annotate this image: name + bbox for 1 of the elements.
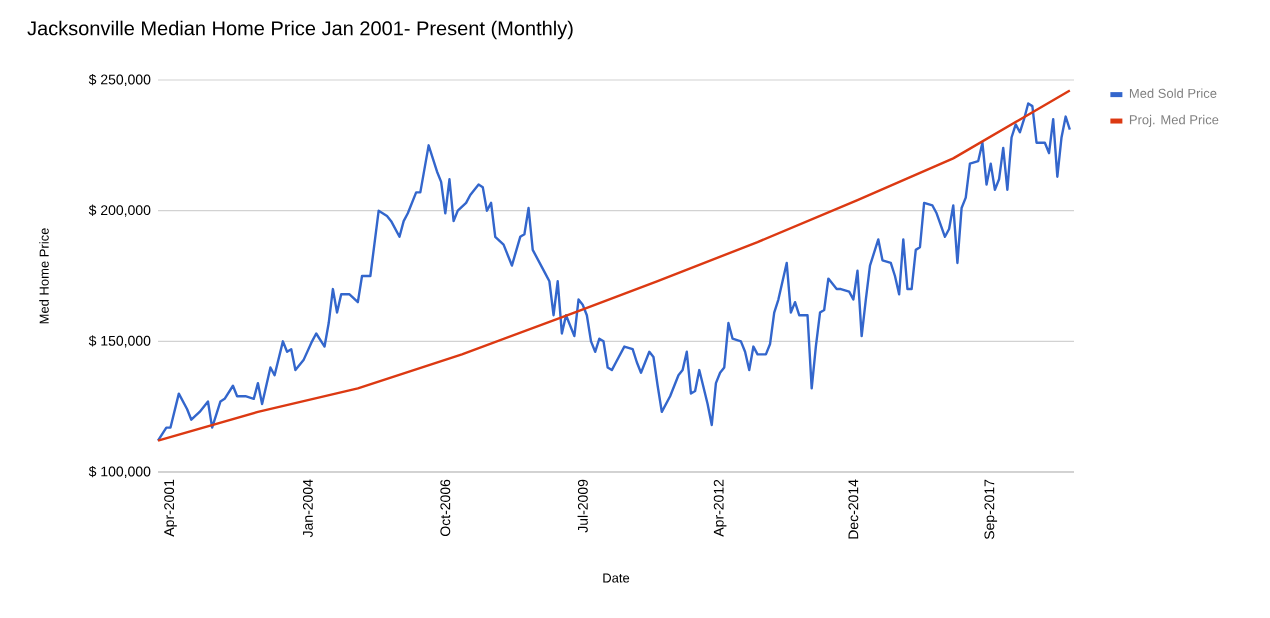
chart-title: Jacksonville Median Home Price Jan 2001- Present (Monthly) xyxy=(27,20,573,40)
